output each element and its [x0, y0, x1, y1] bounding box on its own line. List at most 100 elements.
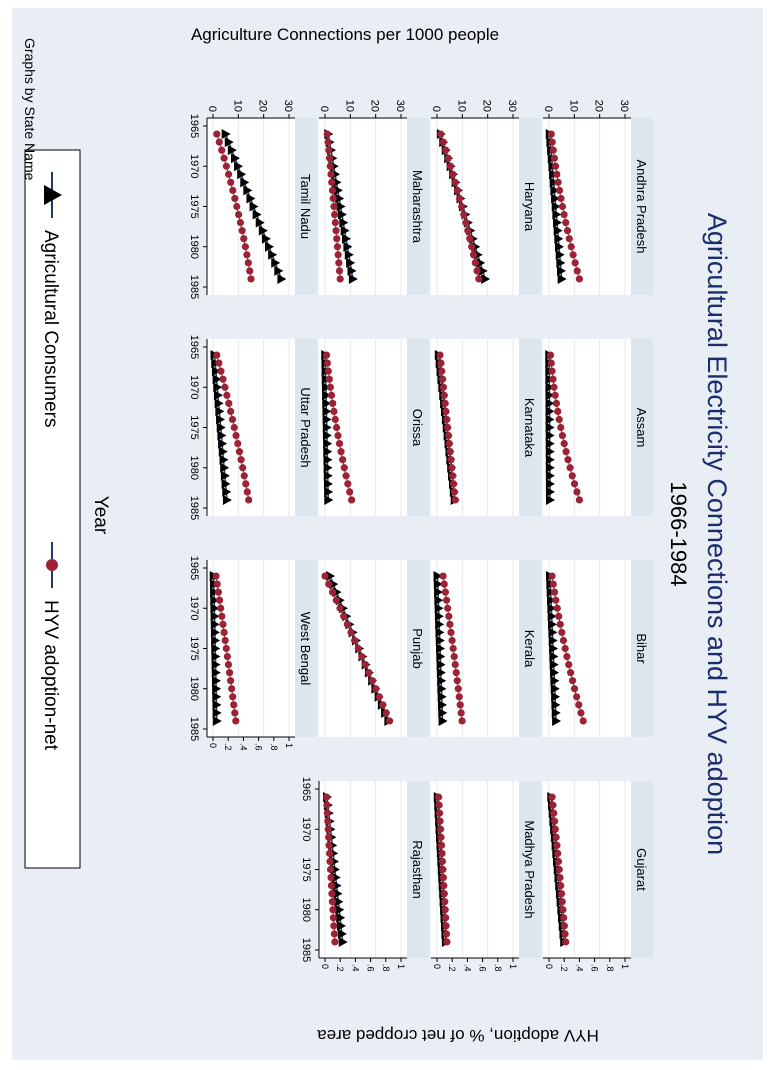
right-tick-label: .8	[381, 964, 391, 972]
panel-assam: Assam	[543, 339, 653, 516]
consumers-point	[434, 587, 444, 598]
hyv-point	[329, 399, 337, 407]
consumers-point	[436, 651, 446, 662]
hyv-point	[233, 202, 241, 211]
hyv-point	[219, 620, 227, 628]
hyv-point	[439, 572, 447, 580]
hyv-point	[324, 367, 332, 375]
hyv-point	[230, 701, 238, 709]
hyv-point	[351, 636, 359, 645]
hyv-point	[457, 709, 465, 717]
hyv-point	[439, 383, 448, 391]
hyv-point	[328, 178, 336, 186]
consumers-point	[212, 374, 222, 385]
consumers-point	[234, 161, 244, 172]
panel-title: Uttar Pradesh	[298, 387, 313, 467]
panel-strip	[519, 560, 541, 737]
hyv-point	[372, 685, 380, 693]
left-tick-label: 20	[369, 100, 381, 112]
consumers-point	[212, 699, 222, 710]
x-tick-label: 1980	[300, 898, 312, 922]
panel-plot-area	[543, 560, 631, 737]
x-tick-label: 1975	[188, 636, 200, 660]
consumers-point	[216, 422, 226, 433]
panel-strip	[519, 339, 541, 516]
hyv-point	[550, 154, 558, 162]
hyv-point	[243, 488, 251, 496]
hyv-point	[571, 259, 579, 267]
hyv-point	[335, 259, 343, 267]
hyv-point	[436, 817, 444, 825]
panel-plot-area	[431, 560, 519, 737]
hyv-point	[436, 351, 444, 359]
hyv-point	[342, 472, 350, 480]
consumers-point	[549, 177, 559, 188]
hyv-point	[569, 251, 577, 259]
consumers-point	[271, 257, 281, 268]
hyv-point	[325, 375, 333, 383]
panel-strip	[519, 781, 541, 958]
hyv-point	[358, 652, 366, 661]
consumers-point	[216, 414, 226, 425]
consumers-point	[436, 659, 446, 670]
hyv-point	[563, 227, 572, 235]
hyv-point	[247, 275, 255, 283]
hyv-point	[566, 464, 574, 472]
hyv-point	[560, 914, 568, 922]
hyv-point	[458, 717, 466, 725]
hyv-point	[217, 604, 225, 612]
hyv-point	[330, 922, 338, 930]
hyv-point	[235, 210, 243, 219]
hyv-point	[552, 399, 561, 407]
consumers-point	[324, 494, 334, 505]
hyv-point	[223, 391, 231, 399]
consumers-point	[343, 241, 353, 252]
panel-title: Punjab	[410, 628, 425, 668]
hyv-point	[444, 423, 452, 432]
consumers-point	[434, 603, 444, 614]
x-tick-label: 1975	[300, 857, 312, 881]
consumers-point	[545, 390, 555, 401]
left-tick-label: 10	[455, 100, 467, 112]
hyv-point	[326, 857, 334, 866]
hyv-point	[323, 809, 331, 817]
hyv-point	[438, 857, 447, 866]
left-tick-label: 30	[506, 100, 518, 112]
hyv-point	[333, 243, 342, 251]
x-tick-label: 1980	[188, 677, 200, 701]
panel-rajasthan: Rajasthan 0 .2 .4 .6 .8 1 1965 1970 1975 1980 1985	[300, 777, 429, 972]
consumers-point	[344, 249, 354, 260]
hyv-point	[547, 359, 555, 367]
right-tick-label: .2	[335, 964, 345, 972]
panel-kerala: Kerala	[431, 560, 541, 737]
right-tick-label: .8	[269, 743, 279, 751]
right-tick-label: .4	[238, 743, 248, 751]
hyv-point	[558, 628, 566, 637]
hyv-point	[327, 882, 336, 890]
consumers-point	[545, 422, 555, 433]
hyv-point	[325, 841, 333, 849]
consumers-point	[550, 675, 560, 686]
right-axis-title: HYV adoption, % of net cropped area	[317, 1026, 599, 1045]
consumers-point	[548, 627, 558, 638]
consumers-point	[435, 635, 445, 646]
left-tick-label: 20	[481, 100, 493, 112]
hyv-point	[327, 170, 335, 178]
consumers-point	[323, 470, 333, 481]
consumers-point	[557, 265, 567, 276]
hyv-point	[327, 873, 335, 882]
hyv-point	[213, 580, 221, 588]
hyv-point	[442, 407, 450, 415]
left-tick-label: 0	[206, 106, 218, 112]
right-tick-label: .2	[559, 964, 569, 972]
right-tick-label: .6	[478, 964, 488, 972]
consumers-point	[545, 446, 555, 457]
consumers-point	[220, 462, 230, 473]
hyv-point	[435, 801, 443, 809]
consumers-point	[552, 715, 562, 726]
hyv-point	[441, 906, 449, 914]
consumers-point	[437, 675, 447, 686]
right-tick-label: .6	[590, 964, 600, 972]
panel-plot-area	[431, 339, 519, 516]
